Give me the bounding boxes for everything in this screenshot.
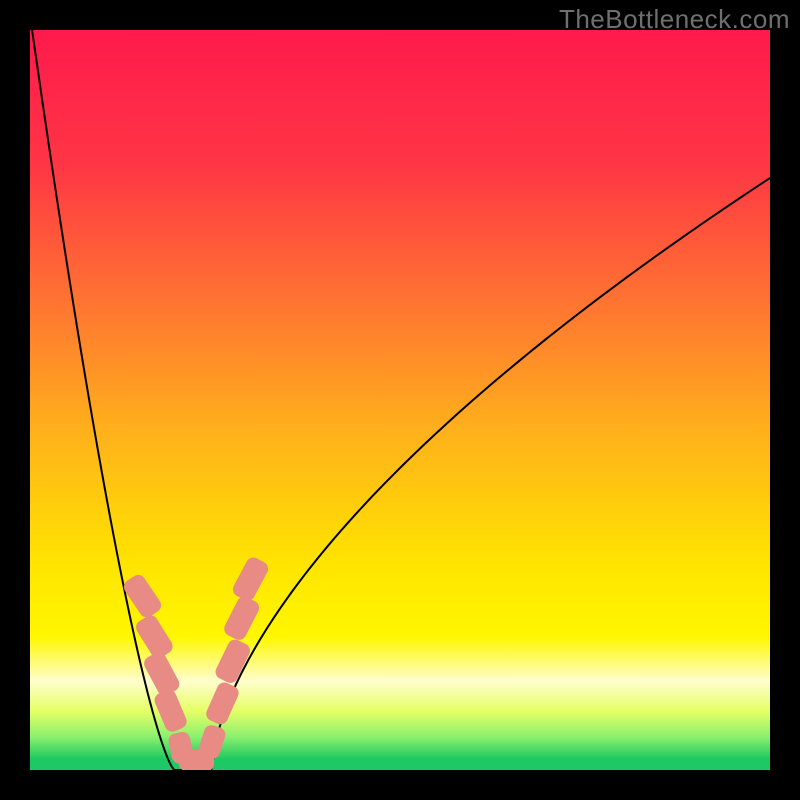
chart-container: TheBottleneck.com <box>0 0 800 800</box>
plot-background <box>30 30 770 770</box>
bottleneck-chart <box>0 0 800 800</box>
